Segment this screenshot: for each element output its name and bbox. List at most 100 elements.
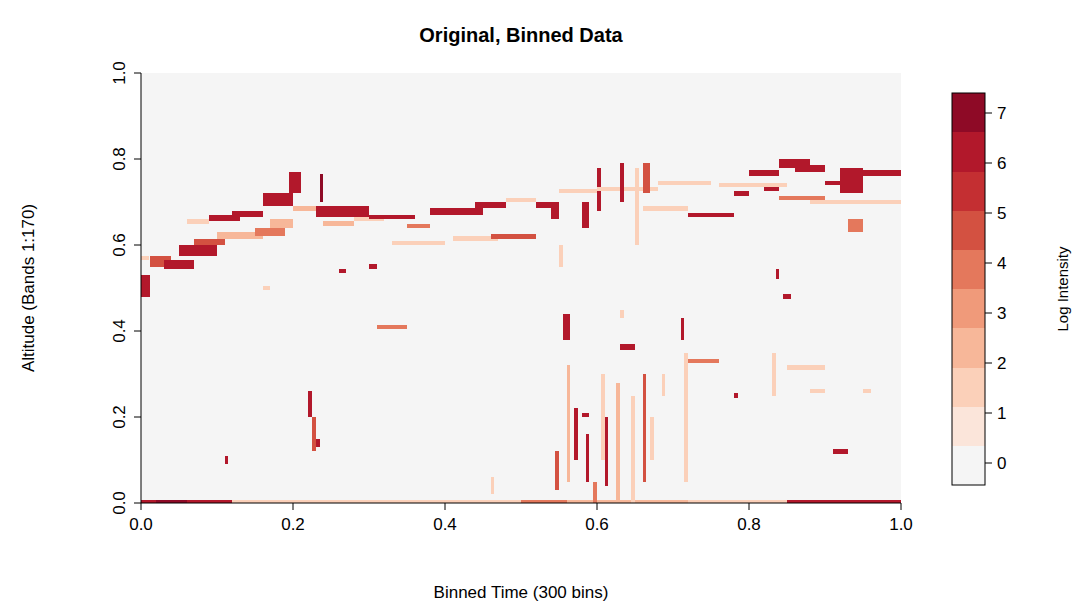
heat-cell xyxy=(764,187,779,191)
heat-cell xyxy=(559,189,597,193)
x-tick-label: 0.8 xyxy=(737,515,761,534)
heat-cell xyxy=(475,202,505,208)
chart-title: Original, Binned Data xyxy=(419,24,623,46)
heat-cell xyxy=(141,256,149,260)
heat-cell xyxy=(635,168,639,245)
colorbar-box xyxy=(952,368,985,407)
heat-cell xyxy=(783,294,791,298)
heat-cell xyxy=(601,374,605,460)
heat-cell xyxy=(225,456,229,465)
heat-cell xyxy=(491,477,495,494)
colorbar-box xyxy=(952,211,985,251)
heat-cell xyxy=(574,408,578,460)
heat-cell xyxy=(506,198,536,202)
cells xyxy=(141,159,901,503)
heat-cell xyxy=(559,245,563,267)
heat-cell xyxy=(263,286,271,290)
heat-cell xyxy=(369,215,415,219)
x-tick-label: 1.0 xyxy=(889,515,913,534)
heat-cell xyxy=(787,365,825,369)
colorbar-tick xyxy=(985,163,992,164)
colorbar-box xyxy=(952,132,985,172)
y-tick xyxy=(134,417,141,418)
heat-cell xyxy=(681,318,685,340)
heat-cell xyxy=(316,206,369,217)
chart: 0.00.20.40.60.81.00.00.20.40.60.81.0Orig… xyxy=(0,0,1089,614)
heat-cell xyxy=(179,245,217,256)
heat-cell xyxy=(662,374,666,396)
x-axis-line xyxy=(141,503,901,504)
colorbar-tick xyxy=(985,463,992,464)
y-tick-label: 0.8 xyxy=(110,147,129,171)
x-tick xyxy=(901,503,902,510)
colorbar-tick xyxy=(985,263,992,264)
heat-cell xyxy=(616,383,620,503)
colorbar-tick-label: 6 xyxy=(997,154,1006,173)
heat-cell xyxy=(650,417,654,460)
colorbar-tick-label: 0 xyxy=(997,454,1006,473)
heat-cell xyxy=(555,451,559,490)
heat-cell xyxy=(833,449,848,453)
heat-cell xyxy=(491,234,537,238)
heat-cell xyxy=(255,228,285,237)
heat-cell xyxy=(810,389,825,393)
y-tick xyxy=(134,159,141,160)
colorbar-box xyxy=(952,93,985,132)
colorbar-tick xyxy=(985,113,992,114)
x-tick xyxy=(445,503,446,510)
heat-cell xyxy=(810,200,856,204)
x-tick xyxy=(749,503,750,510)
heat-cell xyxy=(164,260,194,269)
heat-cell xyxy=(593,482,597,504)
x-tick-label: 0.4 xyxy=(433,515,457,534)
heat-cell xyxy=(377,325,407,329)
heat-cell xyxy=(631,396,635,504)
colorbar-frame xyxy=(952,93,985,485)
heat-cell xyxy=(289,172,300,194)
heat-cell xyxy=(688,359,718,363)
heat-cell xyxy=(658,181,711,185)
heat-cell xyxy=(582,202,590,228)
x-tick xyxy=(141,503,142,510)
colorbar-tick-label: 5 xyxy=(997,204,1006,223)
y-tick xyxy=(134,245,141,246)
y-tick-label: 1.0 xyxy=(110,61,129,85)
heat-cell xyxy=(684,353,688,482)
heat-cell xyxy=(795,165,825,171)
heat-cell xyxy=(734,191,749,195)
colorbar-tick-label: 1 xyxy=(997,404,1006,423)
x-tick xyxy=(597,503,598,510)
x-tick-label: 0.0 xyxy=(129,515,153,534)
heat-cell xyxy=(232,211,262,217)
y-tick-label: 0.2 xyxy=(110,405,129,429)
heat-cell xyxy=(270,219,293,228)
heat-cell xyxy=(643,163,651,193)
heat-cell xyxy=(194,239,224,245)
x-axis-title: Binned Time (300 bins) xyxy=(434,583,609,602)
y-tick-label: 0.6 xyxy=(110,233,129,257)
colorbar-tick xyxy=(985,313,992,314)
y-tick-label: 0.4 xyxy=(110,319,129,343)
heat-cell xyxy=(620,344,635,350)
colorbar-tick-label: 2 xyxy=(997,354,1006,373)
heat-cell xyxy=(563,314,571,340)
colorbar-tick-label: 7 xyxy=(997,104,1006,123)
y-tick xyxy=(134,331,141,332)
heat-cell xyxy=(848,219,863,232)
heat-cell xyxy=(643,206,689,210)
heat-cell xyxy=(772,353,776,396)
heat-cell xyxy=(825,181,840,185)
colorbar-tick-label: 3 xyxy=(997,304,1006,323)
colorbar-box xyxy=(952,250,985,289)
heat-cell xyxy=(776,269,780,280)
heat-cell xyxy=(187,219,210,223)
heat-cell xyxy=(567,365,571,481)
y-tick xyxy=(134,503,141,504)
colorbar: 01234567Log Intensity xyxy=(952,93,1071,485)
x-tick-label: 0.2 xyxy=(281,515,305,534)
heat-cell xyxy=(855,200,901,204)
heat-cell xyxy=(293,206,316,210)
heat-cell xyxy=(430,208,483,214)
heat-cell xyxy=(320,174,324,202)
plot-background xyxy=(141,73,901,503)
